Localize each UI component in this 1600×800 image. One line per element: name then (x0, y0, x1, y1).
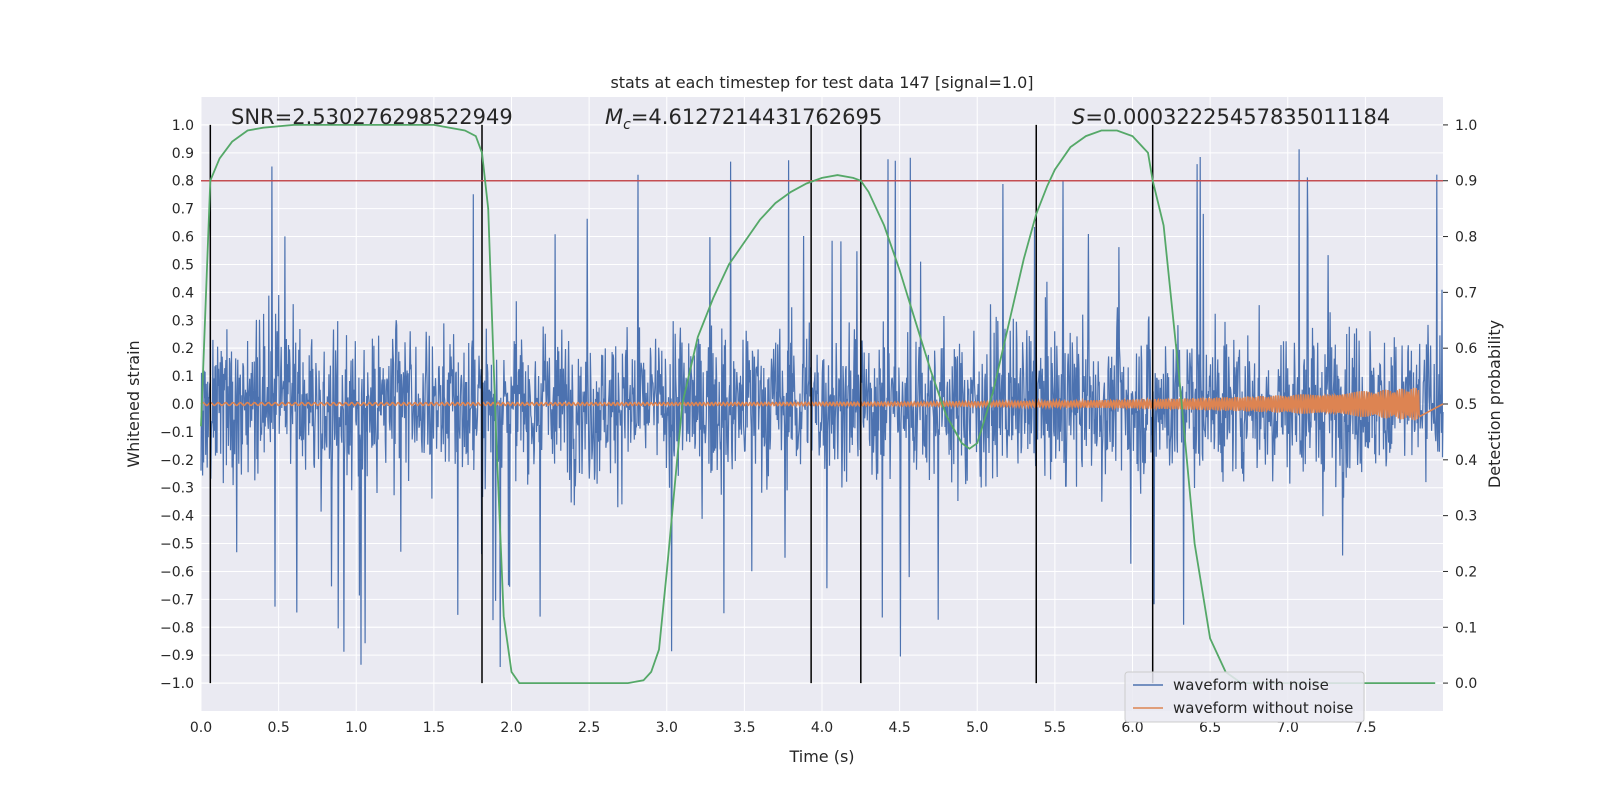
legend-label-clean: waveform without noise (1173, 699, 1353, 717)
x-tick-label-4: 2.0 (500, 720, 522, 736)
y2-tick-label-7: 0.3 (1455, 509, 1477, 525)
y-tick-label-4: 0.6 (172, 230, 194, 246)
x-tick-label-8: 4.0 (811, 720, 833, 736)
y-tick-label-14: −0.4 (160, 509, 194, 525)
y2-tick-label-5: 0.5 (1455, 397, 1477, 413)
y-tick-label-1: 0.9 (172, 146, 194, 162)
chart-title: stats at each timestep for test data 147… (610, 73, 1033, 92)
y-tick-label-3: 0.7 (172, 202, 194, 218)
y-tick-label-13: −0.3 (160, 481, 194, 497)
y2-tick-label-6: 0.4 (1455, 453, 1477, 469)
s-annotation: S=0.00032225457835011184 (1072, 105, 1390, 129)
x-tick-label-6: 3.0 (656, 720, 678, 736)
y-tick-label-7: 0.3 (172, 313, 194, 329)
snr-annotation: SNR=2.530276298522949 (231, 105, 513, 129)
x-tick-label-12: 6.0 (1121, 720, 1143, 736)
legend-box (1124, 671, 1365, 723)
y2-tick-label-10: 0.0 (1455, 676, 1477, 692)
y2-tick-label-9: 0.1 (1455, 620, 1477, 636)
y2-tick-label-4: 0.6 (1455, 341, 1477, 357)
y2-tick-label-1: 0.9 (1455, 174, 1477, 190)
detection-probability-line (200, 124, 1436, 684)
y2-tick-label-3: 0.7 (1455, 285, 1477, 301)
x-tick-label-11: 5.5 (1044, 720, 1066, 736)
detection-probability-series (200, 124, 1436, 684)
y-tick-label-10: 0.0 (172, 397, 194, 413)
legend: waveform with noise waveform without noi… (1124, 671, 1365, 723)
y-tick-label-9: 0.1 (172, 369, 194, 385)
x-tick-label-2: 1.0 (345, 720, 367, 736)
y-tick-label-12: −0.2 (160, 453, 194, 469)
chirp-mass-value: =4.6127214431762695 (631, 105, 882, 129)
y-axis-label: Whitened strain (124, 340, 143, 467)
x-tick-label-7: 3.5 (733, 720, 755, 736)
chirp-mass-symbol: M (605, 105, 623, 129)
s-value: =0.00032225457835011184 (1085, 105, 1390, 129)
s-symbol: S (1072, 105, 1085, 129)
y-tick-label-16: −0.6 (160, 564, 194, 580)
x-tick-label-9: 4.5 (888, 720, 910, 736)
chirp-mass-annotation: Mc=4.6127214431762695 (605, 105, 882, 133)
x-tick-label-0: 0.0 (190, 720, 212, 736)
x-tick-label-14: 7.0 (1277, 720, 1299, 736)
noisy-waveform-series (200, 149, 1444, 668)
y2-tick-label-0: 1.0 (1455, 118, 1477, 134)
y-tick-label-8: 0.2 (172, 341, 194, 357)
legend-label-noisy: waveform with noise (1173, 676, 1329, 694)
y-tick-label-17: −0.7 (160, 592, 194, 608)
vertical-markers (209, 124, 1154, 684)
y-tick-label-19: −0.9 (160, 648, 194, 664)
chirp-mass-subscript: c (623, 117, 631, 133)
noisy-waveform-line (200, 149, 1444, 668)
y-tick-label-5: 0.5 (172, 257, 194, 273)
y-tick-label-18: −0.8 (160, 620, 194, 636)
y-tick-label-0: 1.0 (172, 118, 194, 134)
y2-axis-label: Detection probability (1485, 320, 1504, 488)
x-tick-label-1: 0.5 (267, 720, 289, 736)
x-tick-label-15: 7.5 (1354, 720, 1376, 736)
y2-tick-label-2: 0.8 (1455, 230, 1477, 246)
y-tick-label-11: −0.1 (160, 425, 194, 441)
y-tick-label-6: 0.4 (172, 285, 194, 301)
x-tick-label-3: 1.5 (423, 720, 445, 736)
x-tick-label-13: 6.5 (1199, 720, 1221, 736)
y-tick-label-2: 0.8 (172, 174, 194, 190)
y2-tick-label-8: 0.2 (1455, 564, 1477, 580)
tick-labels: 0.0 0.5 1.0 1.5 2.0 2.5 3.0 3.5 4.0 4.5 5.0 5.5 6.0 6… (160, 118, 1477, 736)
y-tick-label-15: −0.5 (160, 537, 194, 553)
x-tick-label-5: 2.5 (578, 720, 600, 736)
x-axis-label: Time (s) (788, 747, 854, 766)
x-tick-label-10: 5.0 (966, 720, 988, 736)
y-tick-label-20: −1.0 (160, 676, 194, 692)
